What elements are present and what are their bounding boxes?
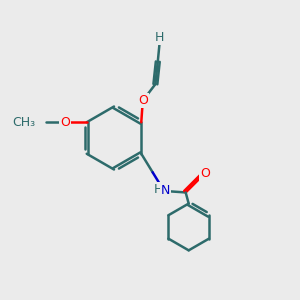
Text: O: O	[138, 94, 148, 107]
Text: O: O	[200, 167, 210, 180]
Text: O: O	[60, 116, 70, 129]
Text: H: H	[155, 31, 164, 44]
Text: H: H	[154, 183, 164, 196]
Text: CH₃: CH₃	[12, 116, 35, 129]
Text: N: N	[161, 184, 170, 197]
